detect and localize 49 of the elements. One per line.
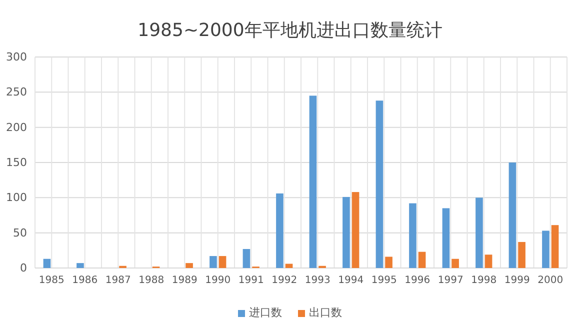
x-tick-label: 1985: [38, 275, 64, 286]
bar: [285, 264, 293, 268]
x-tick-label: 1995: [371, 275, 397, 286]
x-tick-label: 1986: [72, 275, 98, 286]
bar: [342, 196, 350, 268]
bar: [409, 203, 416, 268]
x-tick-label: 1991: [238, 275, 264, 286]
x-tick-label: 1996: [404, 275, 430, 286]
bar: [484, 254, 492, 268]
bar: [186, 263, 193, 268]
x-tick-label: 1987: [105, 275, 131, 286]
x-tick-label: 1988: [138, 275, 164, 286]
y-tick-label: 0: [20, 262, 27, 275]
bar: [418, 252, 426, 268]
bar: [452, 258, 459, 268]
x-tick-label: 1993: [304, 275, 330, 286]
bar: [508, 162, 516, 268]
x-tick-label: 1989: [172, 275, 198, 286]
y-tick-label: 50: [13, 226, 27, 240]
bar: [376, 100, 384, 268]
bar: [385, 256, 392, 268]
y-tick-label: 100: [6, 191, 27, 204]
x-tick-label: 1994: [338, 275, 364, 286]
bar: [551, 225, 559, 268]
bar: [352, 192, 360, 268]
y-tick-label: 250: [6, 86, 27, 99]
y-tick-label: 300: [6, 50, 27, 64]
bar: [518, 242, 526, 268]
x-tick-label: 1990: [205, 275, 231, 286]
bar: [309, 96, 317, 268]
x-tick-label: 1998: [471, 275, 497, 286]
bar: [476, 198, 483, 268]
y-tick-label: 200: [6, 120, 27, 134]
bar: [542, 230, 550, 268]
bar: [276, 193, 284, 268]
x-tick-label: 1999: [504, 275, 530, 286]
bar: [43, 258, 51, 268]
legend-label: 出口数: [309, 306, 342, 319]
y-tick-label: 150: [6, 156, 27, 170]
legend-label: 进口数: [249, 306, 282, 319]
x-tick-label: 2000: [538, 275, 564, 286]
bar: [242, 249, 250, 268]
bar: [218, 256, 226, 268]
bar: [442, 208, 450, 268]
bar: [210, 256, 217, 268]
chart-title: 1985~2000年平地机进出口数量统计: [138, 20, 442, 41]
bar: [76, 263, 84, 268]
x-tick-label: 1997: [438, 275, 464, 286]
x-tick-label: 1992: [272, 275, 298, 286]
